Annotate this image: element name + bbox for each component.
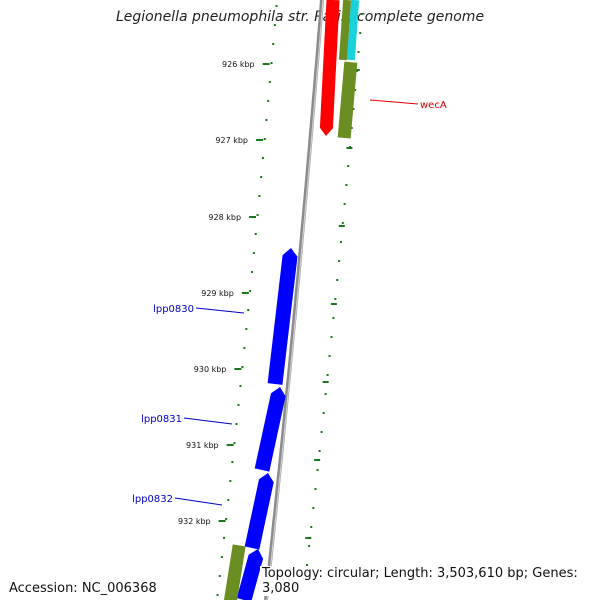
- scale-label: 928 kbp: [208, 213, 241, 222]
- scale-label: 926 kbp: [222, 60, 255, 69]
- genome-summary-text: Topology: circular; Length: 3,503,610 bp…: [260, 566, 600, 596]
- gene-lpp0830-arrow: [267, 248, 298, 385]
- backbone-highlight: [266, 0, 324, 600]
- gene-lpp0832-arrow: [244, 473, 274, 550]
- gene-cyan-block: [346, 0, 360, 61]
- gene-label-lpp0831: lpp0831: [141, 414, 182, 425]
- gene-label-lpp0830: lpp0830: [153, 304, 194, 315]
- gene-label-weca: wecA: [420, 100, 447, 111]
- gene-lpp0831-arrow: [254, 387, 286, 472]
- gene-label-lpp0832: lpp0832: [132, 494, 173, 505]
- gene-label-leader: [369, 99, 419, 105]
- gene-label-leader: [174, 497, 223, 506]
- scale-label: 931 kbp: [186, 441, 219, 450]
- gene-wecA-arrow: [319, 0, 340, 136]
- scale-label: 929 kbp: [201, 289, 234, 298]
- accession-text: Accession: NC_006368: [9, 581, 157, 596]
- gene-olive-block-bottom: [223, 544, 246, 600]
- scale-label: 927 kbp: [215, 136, 248, 145]
- gene-forward-partial-arrow: [236, 549, 264, 600]
- backbone-line: [264, 0, 324, 600]
- map-title: Legionella pneumophila str. Paris, compl…: [115, 9, 485, 25]
- gene-olive-block-top: [338, 0, 352, 61]
- scale-label: 930 kbp: [194, 365, 227, 374]
- scale-label: 932 kbp: [178, 517, 211, 526]
- gene-olive-block: [337, 61, 358, 139]
- gene-label-leader: [195, 307, 245, 314]
- gene-label-leader: [183, 417, 233, 425]
